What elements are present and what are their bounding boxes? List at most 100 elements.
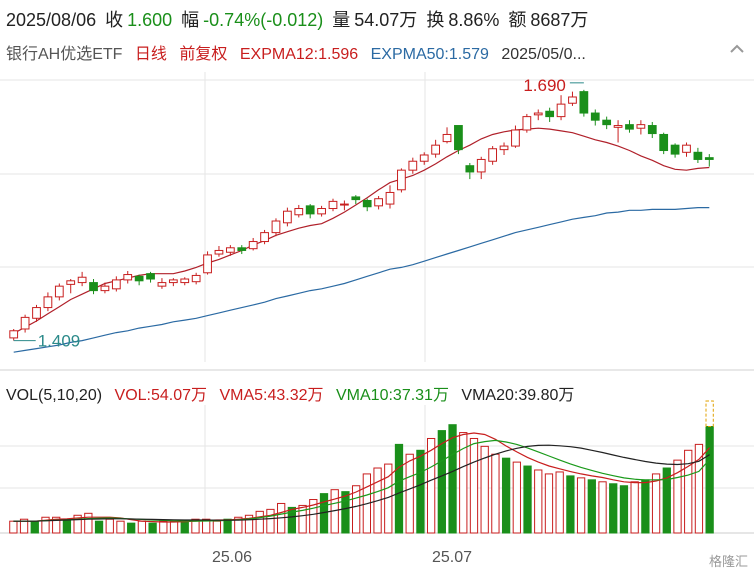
- candle-body: [283, 210, 292, 224]
- volume-bar: [298, 504, 307, 534]
- volume-bar: [705, 426, 714, 534]
- candle-body: [248, 241, 258, 250]
- vma10-value: VMA10:37.31万: [336, 387, 449, 404]
- candle-body: [180, 278, 190, 284]
- volume-bar: [212, 520, 222, 534]
- candle-body: [442, 133, 452, 143]
- date-range[interactable]: 2025/05/0...: [501, 46, 586, 63]
- candle-body: [32, 307, 41, 319]
- volume-bar: [159, 520, 168, 534]
- candle-body: [328, 200, 338, 210]
- volume-bar: [341, 491, 350, 534]
- candle-body: [225, 247, 235, 253]
- volume-bar: [609, 483, 618, 534]
- volume-bar: [84, 512, 93, 534]
- volume-bar: [41, 516, 50, 534]
- volume-bar: [694, 443, 704, 534]
- vma5-value: VMA5:43.32万: [219, 387, 324, 404]
- adjust-selector[interactable]: 前复权: [179, 46, 228, 63]
- vma20-line: [13, 444, 710, 522]
- volume-bar: [244, 514, 254, 534]
- volume-bar: [405, 453, 414, 534]
- volume-bar: [598, 481, 607, 534]
- chevron-up-icon[interactable]: [726, 38, 748, 60]
- candle-body: [54, 285, 64, 298]
- volume-bar: [30, 520, 39, 534]
- volume-bar: [234, 516, 243, 534]
- volume-bar: [19, 518, 29, 534]
- volume-bar: [459, 432, 468, 534]
- expma50-line: [13, 207, 710, 353]
- volume-bar: [651, 473, 661, 534]
- candle-body: [556, 103, 566, 118]
- volume-bar: [534, 469, 543, 534]
- candle-body: [431, 144, 440, 155]
- volume-bar: [587, 479, 596, 534]
- volume-bar: [62, 518, 72, 534]
- candle-body: [146, 273, 155, 280]
- candle-body: [100, 285, 110, 292]
- period-selector[interactable]: 日线: [134, 46, 167, 63]
- x-tick-label: 25.06: [212, 549, 252, 566]
- expma12-line: [13, 127, 710, 334]
- candle-body: [237, 247, 247, 251]
- candle-body: [647, 125, 657, 135]
- candle-body: [203, 254, 212, 274]
- volume-bar: [641, 479, 650, 534]
- volume-bar: [169, 520, 179, 534]
- candle-body: [511, 129, 520, 147]
- candle-body: [613, 125, 623, 128]
- candle-body: [123, 274, 133, 281]
- candle-body: [590, 112, 600, 121]
- candle-body: [43, 296, 53, 309]
- volume-bar: [309, 499, 318, 534]
- amount-label: 额: [508, 10, 527, 30]
- volume-bar: [202, 518, 211, 534]
- candle-body: [351, 196, 361, 201]
- candle-body: [533, 112, 543, 116]
- volume-bar: [352, 485, 361, 534]
- candle-body: [168, 279, 178, 284]
- candle-body: [419, 154, 429, 162]
- candle-body: [9, 330, 19, 339]
- volume-label: 量: [332, 10, 351, 30]
- candle-body: [214, 249, 224, 255]
- candle-body: [693, 151, 703, 160]
- candle-body: [157, 282, 167, 287]
- volume-bar: [480, 445, 489, 534]
- volume-bar: [148, 522, 157, 534]
- volume-bar: [544, 473, 554, 534]
- candle-body: [659, 133, 669, 152]
- candle-body: [602, 119, 612, 126]
- candle-body: [294, 208, 304, 216]
- candle-body: [545, 110, 555, 118]
- candle-body: [568, 96, 577, 104]
- close-label: 收: [105, 10, 124, 30]
- volume-bar: [116, 520, 125, 534]
- candle-body: [670, 144, 680, 155]
- volume-bar: [501, 457, 511, 534]
- volume-bar: [416, 449, 425, 534]
- expma12-value: EXPMA12:1.596: [239, 46, 359, 63]
- candle-body: [340, 203, 349, 206]
- candle-body: [305, 205, 315, 215]
- candle-body: [579, 91, 589, 114]
- turnover-label: 换: [426, 10, 445, 30]
- change-value: -0.74%(-0.012): [203, 10, 324, 30]
- candle-body: [66, 280, 76, 285]
- candle-body: [625, 124, 634, 130]
- volume-bar: [94, 520, 104, 534]
- low-price-label: 1.409: [38, 332, 81, 351]
- volume-bar: [287, 506, 297, 534]
- volume-bar: [576, 477, 586, 534]
- candle-body: [317, 208, 326, 215]
- close-value: 1.600: [127, 10, 173, 30]
- candle-body: [89, 282, 98, 292]
- high-price-label: 1.690: [523, 76, 566, 95]
- expma50-value: EXPMA50:1.579: [370, 46, 489, 63]
- volume-bar: [223, 518, 232, 534]
- volume-bar: [266, 508, 275, 534]
- candle-body: [682, 144, 691, 153]
- candle-body: [374, 198, 383, 207]
